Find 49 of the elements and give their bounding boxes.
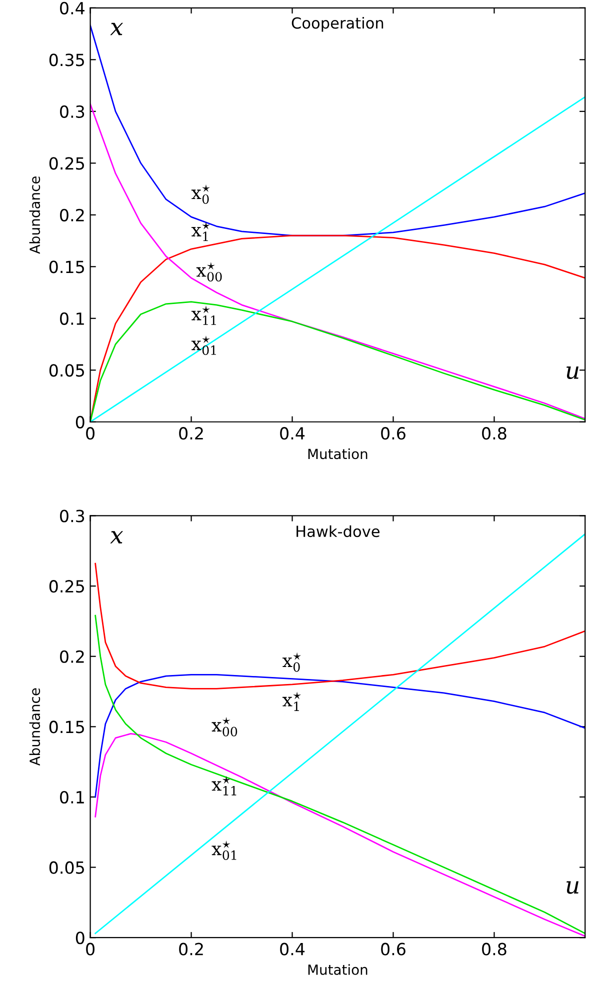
annotation: x$^{⋆}$$_{01}$	[191, 335, 216, 355]
annotation: x$^{⋆}$$_{0}$	[282, 652, 302, 672]
annotation: x$^{⋆}$$_{11}$	[191, 306, 216, 325]
x-tick-label: 0.8	[482, 427, 506, 440]
y-tick-label: 0.4	[60, 2, 84, 14]
y-tick-label: 0.25	[49, 157, 84, 170]
text: Hawk-dove	[296, 525, 380, 538]
x-tick-label: 0.8	[482, 942, 506, 956]
x-tick-label: 0.2	[179, 942, 203, 956]
line-series	[94, 674, 586, 798]
y-tick-label: 0.1	[60, 790, 84, 804]
x-tick-label: 0	[86, 942, 94, 956]
annotation: x$^{⋆}$$_{1}$	[191, 222, 210, 242]
y-axis-title: Abundance	[29, 176, 40, 254]
x-tick-label: 0.6	[381, 427, 406, 440]
annotation: x$^{⋆}$$_{0}$	[191, 184, 210, 204]
annotation: u	[566, 881, 578, 894]
y-tick-label: 0.1	[60, 312, 84, 325]
annotation: x$^{⋆}$$_{1}$	[282, 692, 302, 711]
x-tick-label: 0.6	[381, 942, 406, 956]
text: Cooperation	[292, 16, 384, 32]
y-tick-label: 0.15	[49, 260, 84, 274]
annotation: u	[566, 366, 578, 380]
x-tick-label: 0	[86, 427, 94, 440]
line-series	[94, 562, 586, 690]
annotation: x	[110, 22, 124, 36]
x-tick-label: 0.2	[179, 427, 203, 440]
y-tick-label: 0.3	[60, 510, 84, 522]
annotation: x$^{⋆}$$_{11}$	[212, 776, 236, 796]
y-tick-label: 0.2	[60, 208, 84, 222]
y-tick-label: 0.05	[49, 364, 84, 377]
y-tick-label: 0.2	[60, 650, 84, 663]
annotation: x$^{⋆}$$_{01}$	[212, 840, 236, 860]
y-tick-label: 0.05	[49, 861, 84, 874]
y-tick-label: 0.15	[49, 720, 84, 734]
y-tick-label: 0.25	[49, 580, 84, 593]
y-tick-label: 0	[76, 932, 84, 944]
y-tick-label: 0	[76, 416, 84, 428]
x-axis-title: Mutation	[308, 964, 368, 975]
x-tick-label: 0.4	[280, 942, 305, 956]
annotation: x$^{⋆}$$_{00}$	[196, 262, 222, 282]
y-tick-label: 0.3	[60, 105, 84, 118]
x-tick-label: 0.4	[280, 427, 305, 440]
annotation: x$^{⋆}$$_{00}$	[212, 716, 238, 736]
x-axis-title: Mutation	[308, 448, 368, 460]
y-tick-label: 0.35	[49, 54, 84, 66]
annotation: x	[110, 531, 124, 544]
line-series	[94, 614, 586, 934]
y-axis-title: Abundance	[29, 688, 40, 766]
